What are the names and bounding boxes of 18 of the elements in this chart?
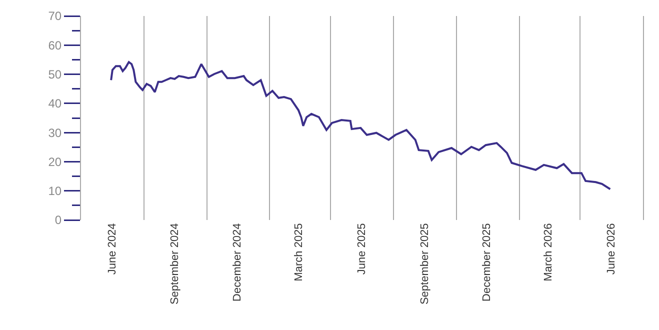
x-tick-label: June 2026: [605, 223, 618, 275]
y-tick-label: 40: [48, 96, 62, 111]
y-tick-label: 10: [48, 184, 62, 198]
y-tick-label: 60: [48, 38, 62, 52]
x-tick-label: March 2025: [292, 223, 305, 282]
y-tick-label: 20: [48, 154, 62, 169]
y-tick-label: 0: [54, 213, 62, 228]
x-tick-label: December 2025: [481, 223, 494, 302]
x-tick-label: December 2024: [231, 223, 244, 302]
x-tick-label: September 2024: [169, 223, 182, 305]
line-series: [110, 61, 612, 190]
y-tick-label: 30: [48, 126, 62, 140]
y-tick-label: 50: [48, 67, 62, 82]
x-tick-label: June 2025: [356, 223, 368, 275]
y-tick-label: 70: [48, 9, 62, 24]
x-tick-label: March 2026: [542, 223, 555, 282]
x-tick-label: June 2024: [106, 223, 118, 275]
x-tick-label: September 2025: [418, 223, 431, 305]
